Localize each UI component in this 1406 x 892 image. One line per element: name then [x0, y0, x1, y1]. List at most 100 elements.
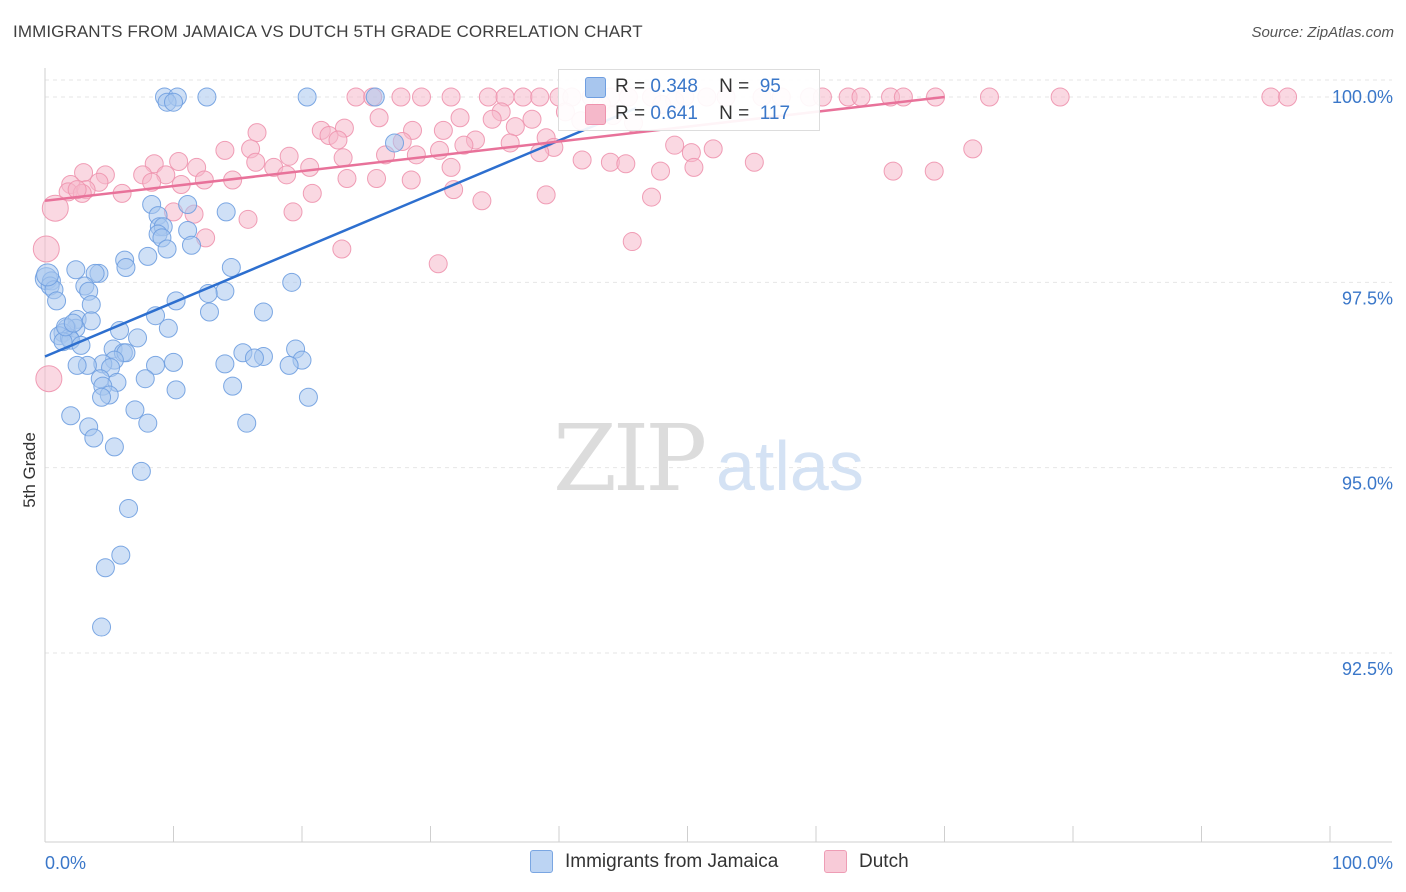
jamaica-point — [138, 413, 158, 433]
dutch-point — [616, 154, 636, 174]
legend-n-label: N = — [719, 76, 750, 97]
dutch-point — [279, 146, 299, 166]
series-legend-jamaica[interactable]: Immigrants from Jamaica — [530, 850, 778, 873]
dutch-point — [665, 135, 685, 155]
jamaica-point — [237, 413, 257, 433]
jamaica-point — [66, 260, 86, 280]
dutch-point — [530, 87, 550, 107]
dutch-point — [472, 191, 492, 211]
dutch-point — [41, 194, 69, 222]
dutch-point — [744, 152, 764, 172]
jamaica-point — [297, 87, 317, 107]
legend-r-value-jamaica: 0.348 — [650, 76, 698, 97]
jamaica-point — [253, 302, 273, 322]
jamaica-point — [85, 263, 105, 283]
jamaica-point — [81, 295, 101, 315]
legend-r-label: R = — [615, 76, 646, 97]
watermark-atlas: atlas — [716, 427, 864, 505]
dutch-point — [454, 135, 474, 155]
jamaica-points — [34, 87, 405, 637]
dutch-point — [367, 169, 387, 189]
jamaica-point — [47, 291, 67, 311]
jamaica-point — [157, 239, 177, 259]
y-tick-label: 95.0% — [1342, 474, 1393, 494]
dutch-point — [433, 120, 453, 140]
dutch-point — [369, 108, 389, 128]
legend-n-label: N = — [719, 103, 750, 124]
jamaica-point — [385, 133, 405, 153]
jamaica-point — [104, 437, 124, 457]
dutch-point — [169, 151, 189, 171]
jamaica-point — [125, 400, 145, 420]
jamaica-point — [282, 272, 302, 292]
series-swatch-jamaica — [530, 850, 553, 873]
dutch-point — [572, 150, 592, 170]
dutch-point — [979, 87, 999, 107]
chart-title: IMMIGRANTS FROM JAMAICA VS DUTCH 5TH GRA… — [13, 22, 643, 41]
dutch-point — [412, 87, 432, 107]
dutch-point — [246, 152, 266, 172]
legend-r-value-dutch: 0.641 — [650, 103, 698, 124]
series-legend-dutch[interactable]: Dutch — [824, 850, 909, 873]
jamaica-point — [164, 92, 183, 112]
legend-swatch-dutch — [585, 103, 606, 125]
jamaica-point — [215, 281, 235, 301]
x-tick-label-max: 100.0% — [1332, 853, 1393, 873]
y-tick-label: 97.5% — [1342, 288, 1393, 308]
jamaica-point — [216, 202, 236, 222]
dutch-point — [684, 157, 704, 177]
x-tick-label-min: 0.0% — [45, 853, 86, 873]
dutch-point — [883, 161, 903, 181]
dutch-point — [328, 130, 348, 150]
legend-n-value-jamaica: 95 — [759, 76, 781, 97]
series-name-dutch: Dutch — [859, 850, 909, 872]
dutch-point — [406, 145, 426, 165]
dutch-point — [144, 154, 164, 174]
dutch-point — [346, 87, 366, 107]
dutch-point — [513, 87, 533, 107]
jamaica-point — [119, 498, 139, 518]
dutch-point — [302, 183, 322, 203]
jamaica-point — [199, 302, 219, 322]
dutch-point — [238, 209, 258, 229]
dutch-point — [505, 117, 525, 137]
jamaica-point — [197, 87, 217, 107]
dutch-point — [500, 133, 520, 153]
jamaica-point — [244, 348, 264, 368]
dutch-point — [963, 139, 983, 159]
jamaica-point — [215, 354, 235, 374]
dutch-points — [32, 87, 1298, 393]
legend-row-dutch: R = 0.641 N = 117 — [585, 101, 790, 127]
legend-r-label: R = — [615, 103, 646, 124]
legend-swatch-jamaica — [585, 76, 606, 98]
jamaica-point — [365, 87, 385, 107]
dutch-point — [247, 123, 267, 143]
dutch-point — [651, 161, 671, 181]
dutch-point — [194, 170, 214, 190]
jamaica-point — [111, 545, 131, 565]
jamaica-point — [223, 376, 243, 396]
watermark: ZIP atlas — [553, 405, 864, 512]
series-legend: Immigrants from Jamaica Dutch — [0, 850, 1406, 878]
jamaica-point — [158, 318, 178, 338]
jamaica-point — [131, 461, 151, 481]
y-axis-label: 5th Grade — [20, 432, 39, 508]
dutch-point — [450, 108, 470, 128]
dutch-point — [67, 180, 87, 200]
dutch-point — [642, 187, 662, 207]
dutch-point — [441, 87, 461, 107]
jamaica-point — [298, 387, 318, 407]
jamaica-point — [128, 328, 148, 348]
jamaica-point — [36, 263, 60, 287]
dutch-point — [1278, 87, 1298, 107]
jamaica-point — [63, 313, 83, 333]
watermark-zip: ZIP — [553, 405, 704, 512]
dutch-point — [35, 365, 63, 393]
dutch-point — [337, 169, 357, 189]
jamaica-point — [279, 355, 299, 375]
legend-n-value-dutch: 117 — [759, 103, 791, 124]
jamaica-point — [92, 387, 112, 407]
series-name-jamaica: Immigrants from Jamaica — [565, 850, 779, 872]
dutch-point — [482, 109, 502, 129]
